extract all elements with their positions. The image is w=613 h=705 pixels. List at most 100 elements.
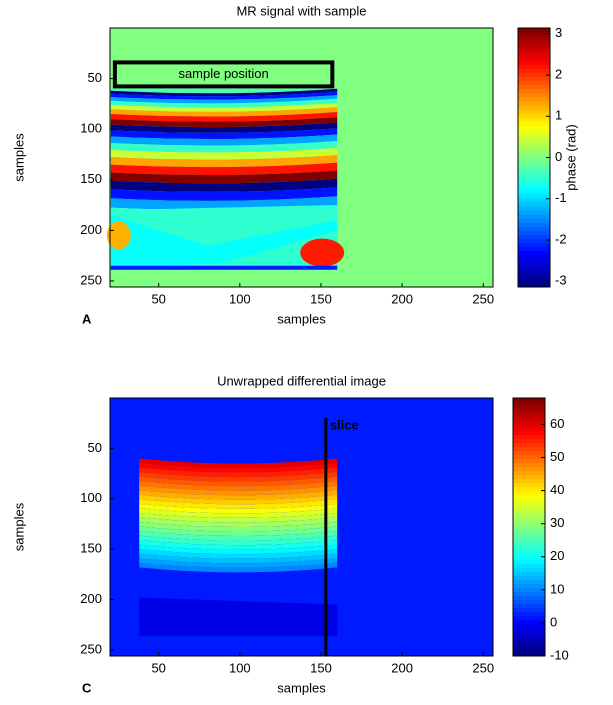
colorbar-band xyxy=(513,434,545,439)
y-tick-label: 50 xyxy=(88,440,102,455)
colorbar-band xyxy=(518,161,550,167)
colorbar-band xyxy=(518,218,550,223)
colorbar-band xyxy=(518,60,550,65)
colorbar-band xyxy=(518,44,550,49)
colorbar-band xyxy=(513,478,545,484)
colorbar-band xyxy=(513,615,545,621)
colorbar-band xyxy=(518,141,550,146)
colorbar-band xyxy=(513,591,545,597)
colorbar-band xyxy=(518,262,550,268)
colorbar-band xyxy=(513,527,545,532)
x-axis-label: samples xyxy=(277,311,326,326)
colorbar-band xyxy=(513,426,545,431)
colorbar-band xyxy=(513,442,545,447)
level-band xyxy=(139,485,338,496)
colorbar-band xyxy=(518,282,550,288)
colorbar-band xyxy=(513,583,545,588)
colorbar-band xyxy=(513,559,545,564)
colorbar-band xyxy=(518,68,550,74)
colorbar-band xyxy=(518,32,550,37)
fringe xyxy=(110,147,338,160)
colorbar-band xyxy=(518,206,550,211)
colorbar-band xyxy=(513,551,545,556)
y-tick-label: 150 xyxy=(80,171,102,186)
annotation-box xyxy=(112,60,335,89)
annotation: slice xyxy=(330,418,359,433)
colorbar-band xyxy=(518,84,550,90)
colorbar-band xyxy=(513,446,545,451)
colorbar-tick-label: 60 xyxy=(550,416,564,431)
colorbar-band xyxy=(513,619,545,625)
level-band xyxy=(139,553,338,564)
colorbar-band xyxy=(518,72,550,78)
colorbar-band xyxy=(518,137,550,142)
colorbar-band xyxy=(518,88,550,94)
x-axis-label: samples xyxy=(277,680,326,695)
colorbar-band xyxy=(518,133,550,138)
fringe xyxy=(110,122,338,133)
level-band xyxy=(139,540,338,550)
chart-title: Unwrapped differential image xyxy=(217,373,386,388)
level-band xyxy=(139,562,338,573)
colorbar-band xyxy=(513,531,545,536)
colorbar-band xyxy=(513,510,545,516)
colorbar-band xyxy=(513,603,545,609)
colorbar-band xyxy=(513,474,545,480)
colorbar-band xyxy=(513,567,545,572)
blob xyxy=(300,238,345,267)
x-tick-label: 200 xyxy=(391,291,413,306)
colorbar-band xyxy=(513,470,545,476)
level-band xyxy=(139,458,338,469)
fringe xyxy=(110,102,338,112)
level-band xyxy=(139,526,338,537)
colorbar-band xyxy=(518,125,550,130)
annotation: sample position xyxy=(178,66,268,81)
x-tick-label: 50 xyxy=(151,660,165,675)
colorbar-band xyxy=(513,639,545,645)
colorbar-band xyxy=(518,48,550,53)
fringe xyxy=(110,134,338,146)
y-tick-label: 200 xyxy=(80,591,102,606)
y-tick-label: 250 xyxy=(80,641,102,656)
level-band xyxy=(139,544,338,555)
level-band xyxy=(139,597,338,636)
level-band xyxy=(139,558,338,568)
colorbar-band xyxy=(518,145,550,150)
fringe xyxy=(110,162,338,176)
fringe xyxy=(110,98,338,108)
colorbar-band xyxy=(518,202,550,207)
level-band xyxy=(139,521,338,532)
panel-label: A xyxy=(82,311,92,326)
y-tick-label: 50 xyxy=(88,70,102,85)
colorbar-band xyxy=(518,189,550,195)
colorbar-band xyxy=(513,422,545,427)
colorbar-band xyxy=(513,402,545,407)
colorbar-band xyxy=(513,575,545,580)
fringe xyxy=(110,170,338,184)
colorbar-band xyxy=(518,181,550,187)
colorbar-tick-label: 30 xyxy=(550,515,564,530)
x-tick-label: 150 xyxy=(310,291,332,306)
level-band xyxy=(139,517,338,527)
colorbar-band xyxy=(513,607,545,613)
colorbar-band xyxy=(518,112,550,118)
colorbar-band xyxy=(518,56,550,61)
colorbar-band xyxy=(513,410,545,415)
colorbar-tick-label: -2 xyxy=(555,231,567,246)
colorbar-band xyxy=(513,494,545,500)
colorbar-band xyxy=(518,226,550,231)
colorbar-band xyxy=(518,117,550,122)
y-tick-label: 250 xyxy=(80,272,102,287)
colorbar-band xyxy=(518,129,550,134)
level-band xyxy=(139,481,338,491)
colorbar-band xyxy=(513,547,545,552)
colorbar-band xyxy=(518,270,550,276)
colorbar-band xyxy=(518,193,550,199)
colorbar-band xyxy=(513,635,545,641)
y-tick-label: 100 xyxy=(80,490,102,505)
colorbar-tick-label: -1 xyxy=(555,190,567,205)
colorbar-band xyxy=(513,458,545,463)
colorbar-band xyxy=(518,177,550,183)
colorbar-tick-label: 1 xyxy=(555,108,562,123)
colorbar-tick-label: 3 xyxy=(555,25,562,40)
